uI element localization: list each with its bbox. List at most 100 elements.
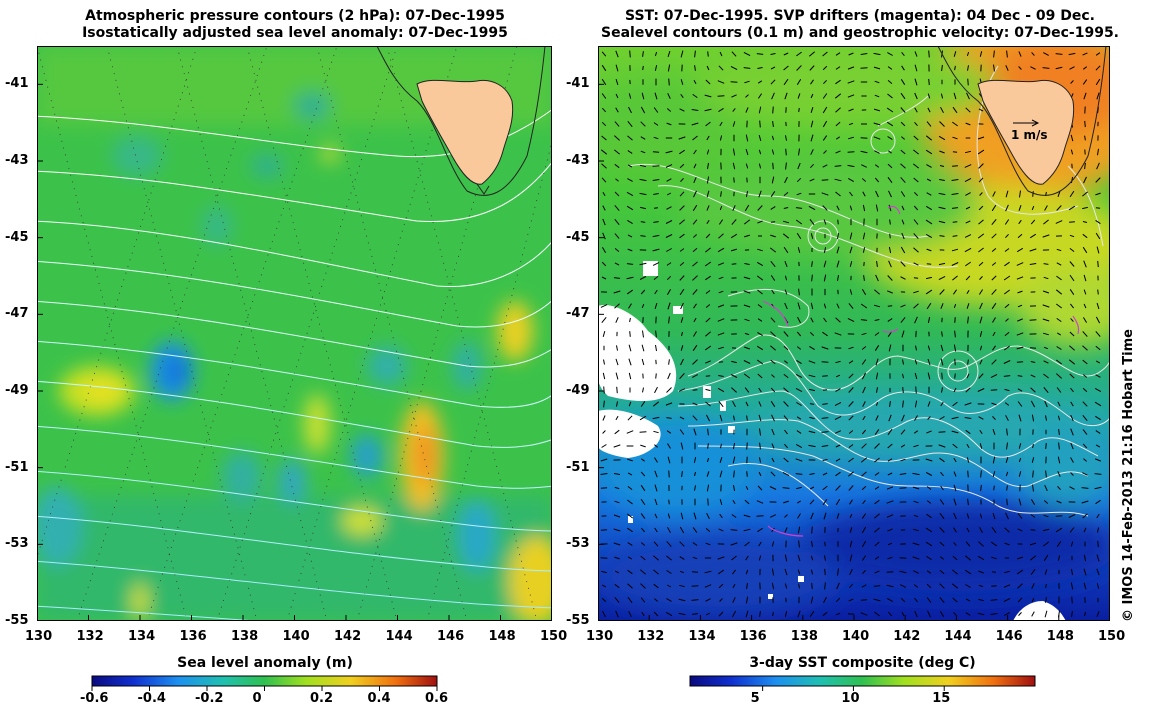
velocity-arrow [732, 597, 736, 603]
left-colorbar-title: Sea level anomaly (m) [177, 655, 353, 671]
velocity-arrow [847, 317, 855, 323]
velocity-arrow [1096, 568, 1100, 576]
velocity-arrow [914, 372, 918, 380]
velocity-arrow [771, 457, 775, 463]
velocity-arrow [640, 555, 646, 561]
velocity-arrow [1070, 303, 1074, 309]
velocity-arrow [862, 247, 866, 253]
velocity-arrow [730, 65, 738, 71]
velocity-arrow [1055, 289, 1063, 295]
velocity-arrow [718, 276, 724, 280]
right-lat-tick-label: -51 [566, 459, 590, 475]
velocity-arrow [613, 277, 621, 279]
velocity-arrow [1069, 527, 1075, 533]
velocity-arrow [1082, 191, 1088, 197]
velocity-arrow [730, 542, 738, 546]
velocity-arrow [642, 387, 644, 393]
velocity-arrow [887, 52, 893, 56]
velocity-arrow [873, 598, 881, 602]
velocity-arrow [1042, 234, 1050, 238]
velocity-arrow [1057, 555, 1061, 561]
velocity-arrow [822, 485, 828, 491]
velocity-arrow [836, 582, 840, 590]
velocity-arrow [940, 358, 944, 366]
velocity-arrow [822, 51, 828, 57]
velocity-arrow [835, 66, 841, 70]
velocity-arrow [1004, 527, 1010, 533]
velocity-arrow [861, 429, 867, 435]
velocity-arrow [665, 150, 673, 154]
velocity-arrow [913, 430, 919, 434]
velocity-arrow [889, 401, 891, 407]
velocity-arrow [1006, 428, 1008, 436]
velocity-arrow [925, 205, 933, 211]
velocity-arrow [692, 247, 698, 253]
velocity-arrow [849, 540, 853, 548]
velocity-arrow [783, 415, 789, 421]
velocity-arrow [706, 471, 710, 477]
velocity-arrow [953, 92, 957, 100]
left-title-line1: Atmospheric pressure contours (2 hPa): 0… [85, 8, 505, 24]
velocity-arrow [861, 288, 867, 296]
velocity-arrow [692, 527, 698, 533]
velocity-arrow [913, 514, 919, 518]
velocity-arrow [1096, 302, 1100, 310]
velocity-arrow [640, 221, 646, 223]
velocity-arrow [952, 443, 958, 449]
velocity-arrow [601, 135, 607, 141]
velocity-arrow [744, 387, 750, 393]
velocity-arrow [718, 107, 724, 113]
velocity-arrow [680, 512, 684, 520]
velocity-arrow [823, 317, 827, 323]
velocity-arrow [783, 65, 789, 71]
velocity-arrow [795, 373, 803, 379]
velocity-arrow [834, 165, 842, 167]
velocity-arrow [1029, 263, 1037, 265]
velocity-arrow [836, 246, 840, 254]
velocity-arrow [796, 402, 802, 406]
velocity-arrow [757, 93, 763, 99]
velocity-arrow [655, 330, 657, 338]
velocity-arrow [1095, 499, 1101, 505]
velocity-arrow [667, 513, 671, 519]
velocity-arrow [1030, 569, 1036, 575]
velocity-arrow [992, 317, 996, 323]
velocity-arrow [1055, 515, 1063, 517]
velocity-arrow [1016, 569, 1024, 575]
velocity-arrow [627, 569, 633, 575]
velocity-arrow [810, 149, 814, 155]
velocity-arrow [601, 261, 607, 267]
velocity-arrow [980, 484, 982, 492]
velocity-arrow [952, 555, 958, 561]
velocity-arrow [1068, 514, 1076, 518]
velocity-arrow [772, 106, 774, 114]
velocity-arrow [627, 472, 633, 476]
velocity-arrow [704, 345, 712, 351]
velocity-arrow [1043, 386, 1049, 394]
velocity-arrow [757, 318, 763, 322]
velocity-arrow [874, 345, 880, 351]
pressure-contours [37, 109, 552, 621]
velocity-arrow [655, 344, 657, 352]
velocity-arrow [1095, 458, 1101, 462]
velocity-arrow [991, 204, 997, 212]
velocity-arrow [797, 569, 801, 575]
velocity-arrow [808, 51, 816, 57]
velocity-arrow [627, 527, 633, 533]
velocity-arrow [655, 373, 657, 379]
velocity-arrow [1042, 318, 1050, 322]
velocity-arrow [653, 583, 659, 589]
velocity-arrow [913, 290, 919, 294]
velocity-arrow [951, 262, 959, 266]
velocity-arrow [770, 275, 776, 281]
velocity-arrow [927, 401, 931, 407]
right-lon-tick-label: 136 [739, 629, 767, 644]
left-lon-tick-label: 138 [231, 629, 259, 644]
velocity-arrow [835, 597, 841, 603]
velocity-arrow [1030, 400, 1036, 408]
velocity-arrow [887, 93, 893, 99]
velocity-arrow [964, 247, 972, 253]
velocity-arrow [925, 527, 933, 533]
velocity-arrow [862, 570, 866, 574]
velocity-arrow [771, 428, 775, 436]
